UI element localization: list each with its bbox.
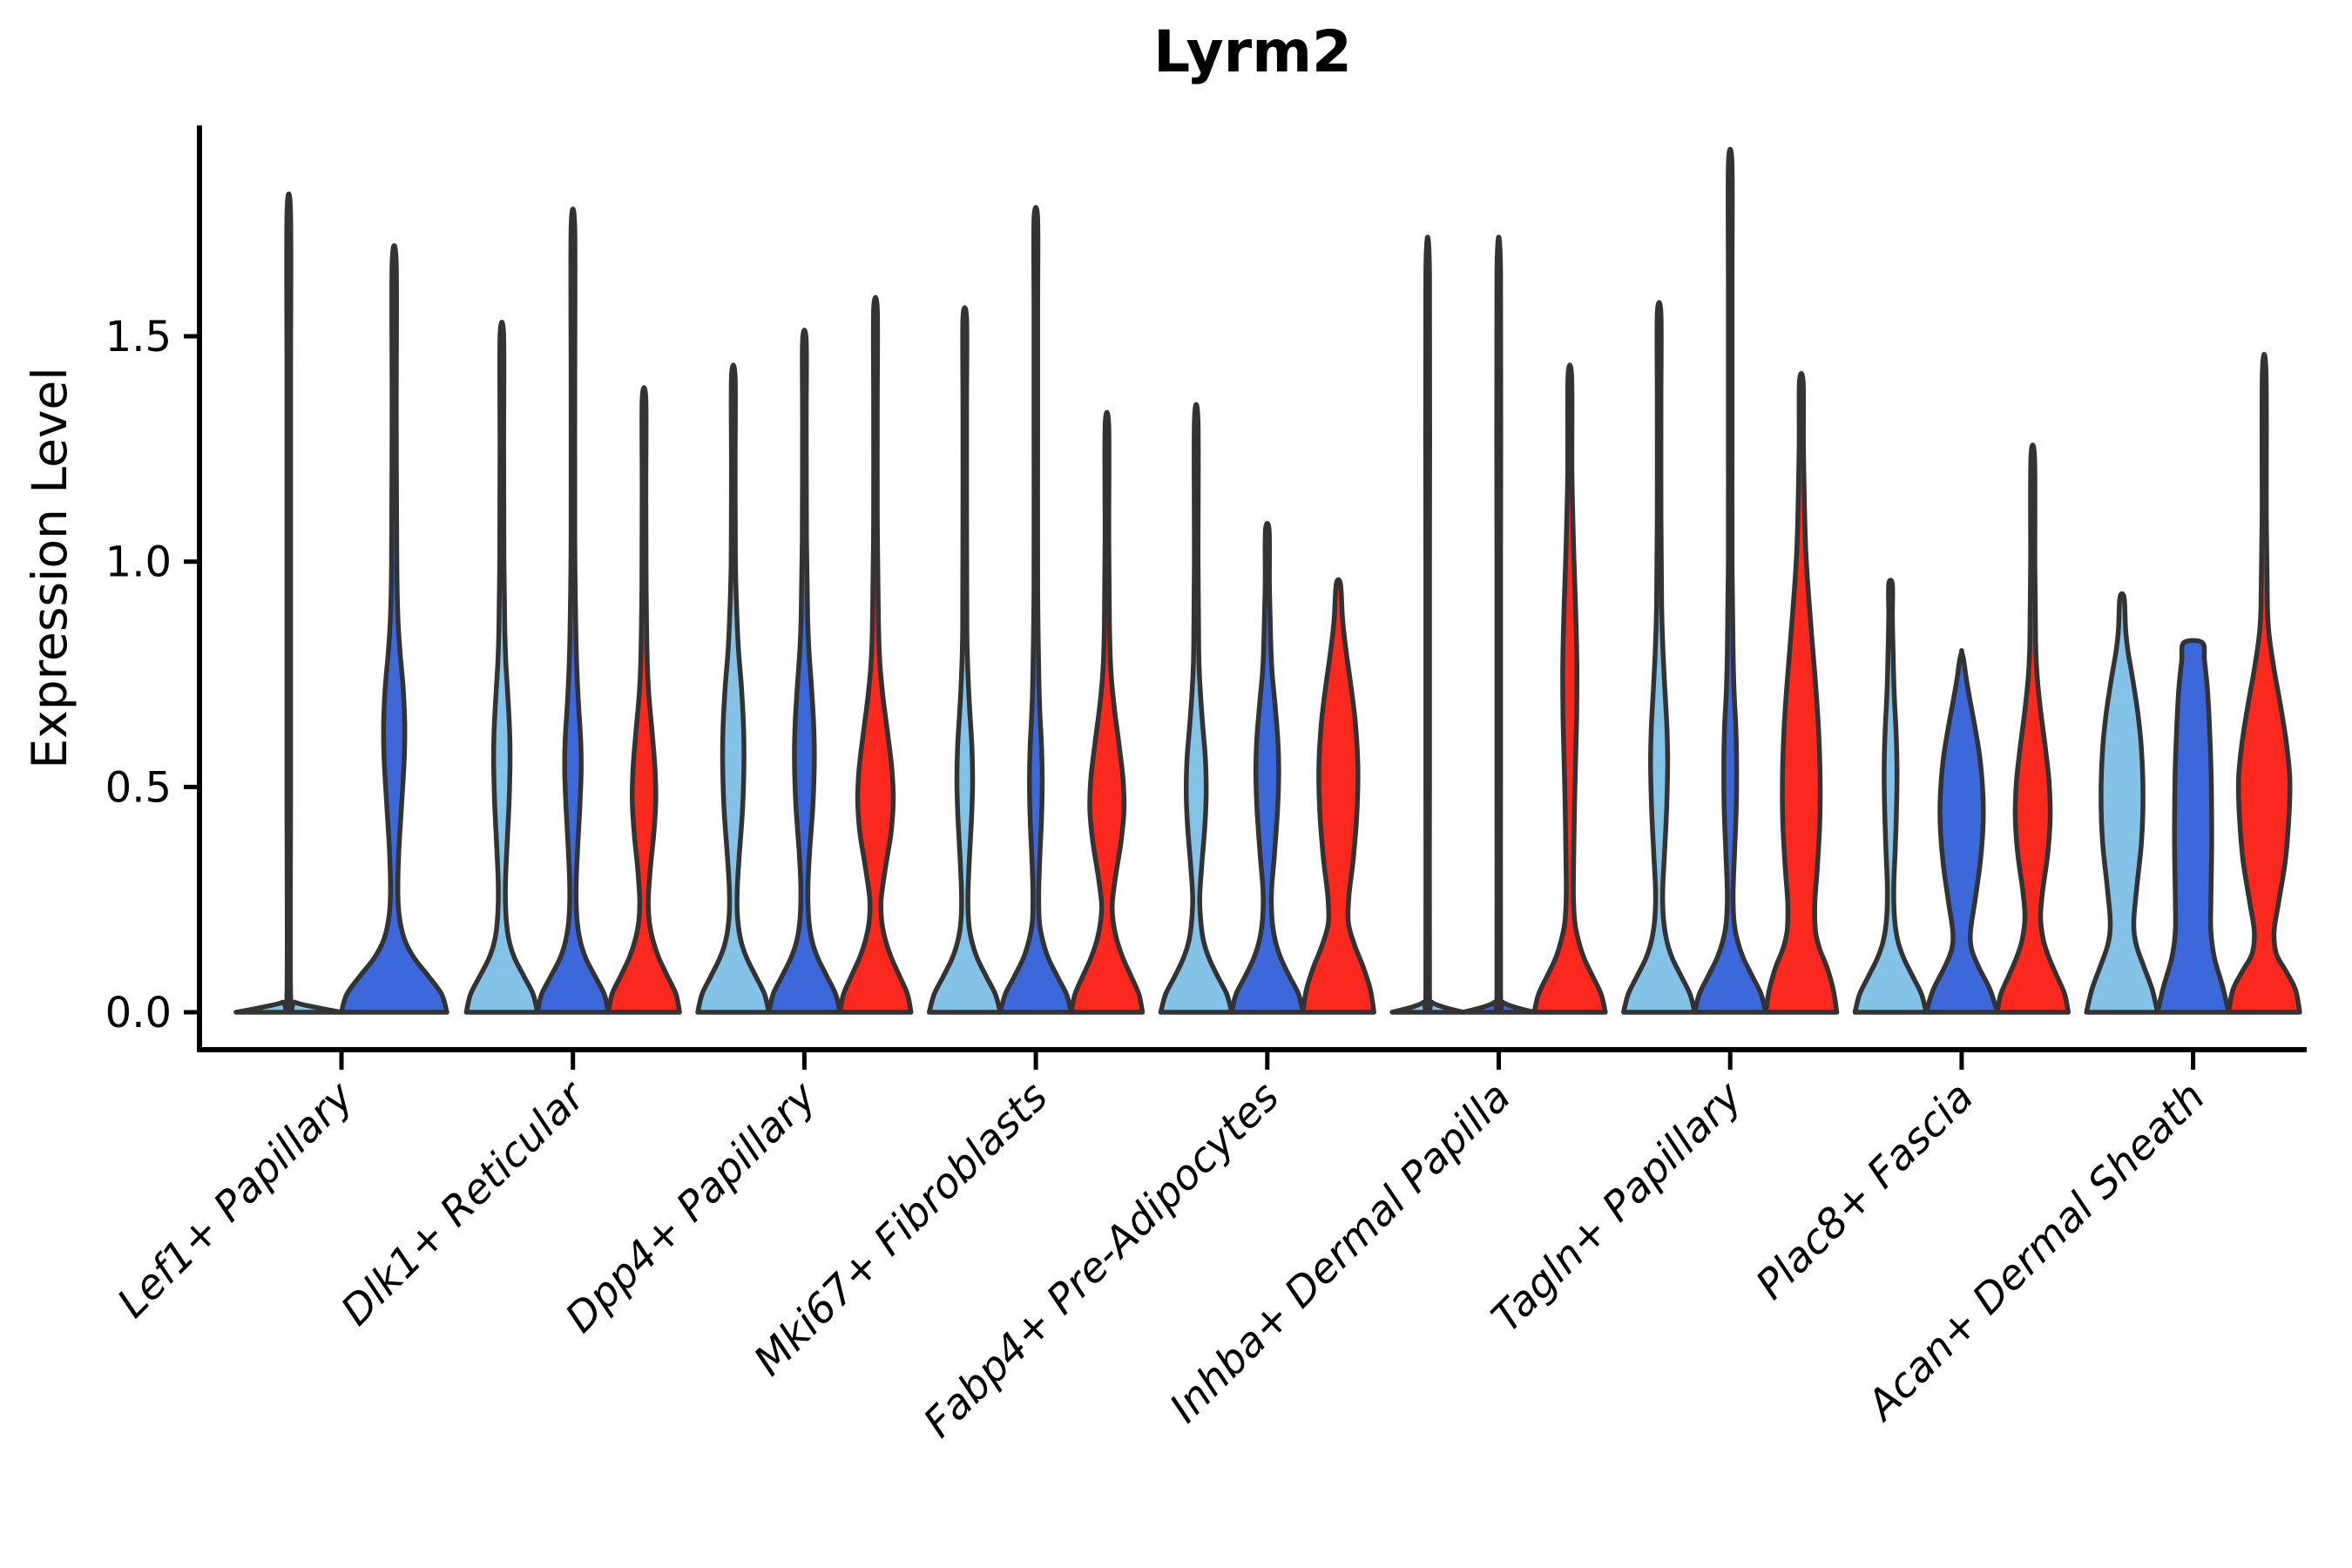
y-axis-ticks: 0.0 0.5 1.0 1.5 <box>105 313 199 1037</box>
violin-light_blue-dlk1-reticular <box>463 320 540 1015</box>
violin-dark_blue-plac8-fascia <box>1923 648 2000 1015</box>
x-tick-label: Lef1+ Papillary <box>108 1072 363 1328</box>
y-axis-label: Expression Level <box>22 367 78 768</box>
plot-title: Lyrm2 <box>1153 18 1352 85</box>
violin-red-acan-dermal-sheath <box>2226 351 2302 1015</box>
violin-red-inhba-dermal-papilla <box>1531 362 1608 1015</box>
violin-light_blue-acan-dermal-sheath <box>2084 591 2160 1015</box>
violin-light_blue-dpp4-papillary <box>695 362 772 1015</box>
violin-red-mki67-fibroblasts <box>1069 409 1146 1015</box>
violin-red-fabp4-pre-adipocytes <box>1300 577 1376 1015</box>
y-tick-label: 1.5 <box>105 313 172 362</box>
violin-red-tagln-papillary <box>1763 370 1840 1015</box>
violin-dark_blue-dlk1-reticular <box>535 206 612 1015</box>
x-tick-label: Dlk1+ Reticular <box>332 1071 596 1335</box>
y-tick-label: 1.0 <box>105 538 172 587</box>
violin-light_blue-plac8-fascia <box>1852 578 1929 1015</box>
x-tick-label: Tagln+ Papillary <box>1483 1072 1753 1342</box>
violin-dark_blue-lef1-papillary <box>339 243 449 1015</box>
violin-dark_blue-dpp4-papillary <box>766 328 842 1015</box>
violin-red-dpp4-papillary <box>837 294 914 1015</box>
y-tick-label: 0.0 <box>105 989 172 1037</box>
x-tick-label: Dpp4+ Papillary <box>557 1072 827 1342</box>
violin-light_blue-lef1-papillary <box>233 192 344 1015</box>
violins-layer <box>233 146 2302 1015</box>
violin-light_blue-fabp4-pre-adipocytes <box>1158 402 1234 1015</box>
violin-light_blue-tagln-papillary <box>1621 300 1698 1015</box>
violin-dark_blue-acan-dermal-sheath <box>2155 638 2232 1015</box>
y-tick-label: 0.5 <box>105 763 172 812</box>
violin-light_blue-mki67-fibroblasts <box>926 305 1004 1015</box>
x-tick-label: Plac8+ Fascia <box>1747 1073 1983 1309</box>
violin-dark_blue-inhba-dermal-papilla <box>1460 234 1538 1015</box>
violin-dark_blue-fabp4-pre-adipocytes <box>1229 520 1306 1015</box>
violin-red-plac8-fascia <box>1994 443 2072 1015</box>
violin-dark_blue-tagln-papillary <box>1692 146 1768 1015</box>
violin-dark_blue-mki67-fibroblasts <box>997 205 1074 1015</box>
violin-red-dlk1-reticular <box>605 385 682 1015</box>
violin-light_blue-inhba-dermal-papilla <box>1389 234 1466 1015</box>
